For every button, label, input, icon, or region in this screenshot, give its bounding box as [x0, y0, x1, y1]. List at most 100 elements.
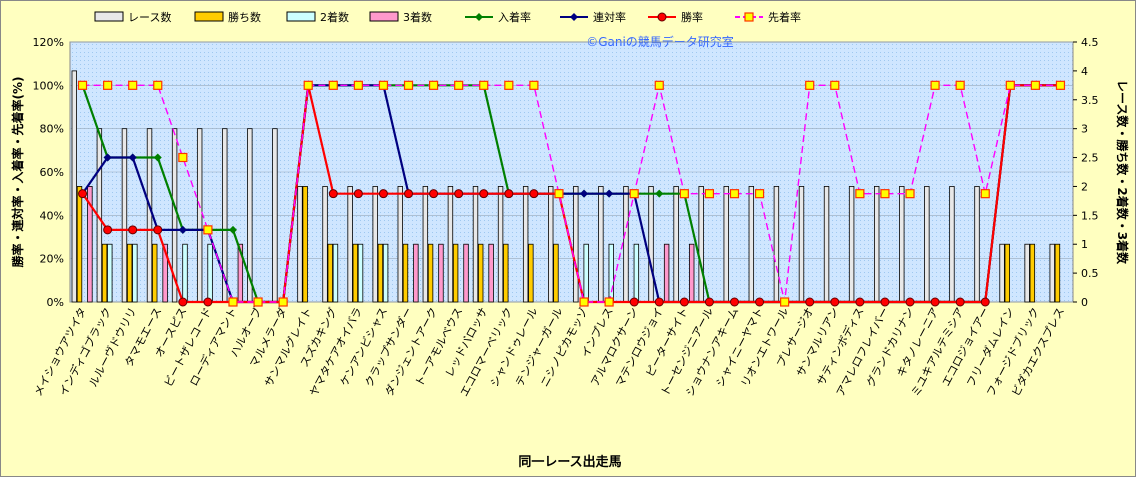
bar	[488, 243, 494, 303]
bar	[126, 243, 133, 303]
bar	[162, 243, 168, 303]
point	[629, 189, 639, 199]
point	[855, 297, 865, 307]
bar	[648, 186, 654, 303]
y2-tick-label: 0.5	[1081, 267, 1099, 280]
bar	[413, 243, 419, 303]
bar	[182, 243, 188, 303]
point	[729, 297, 739, 307]
bar	[427, 243, 434, 303]
y-axis-title: 勝率・連対率・入着率・先着率(%)	[10, 77, 25, 268]
point	[454, 189, 464, 199]
bar	[146, 128, 153, 303]
legend-label: 3着数	[403, 10, 432, 24]
point	[830, 297, 840, 307]
x-axis-title: 同一レース出走馬	[518, 454, 621, 470]
bar	[503, 243, 509, 303]
bar	[132, 243, 138, 303]
bar	[899, 186, 905, 303]
bar	[553, 243, 559, 303]
point	[178, 297, 188, 307]
bar	[748, 186, 755, 303]
point	[529, 80, 539, 90]
y-tick-label: 80%	[40, 123, 64, 136]
point	[428, 80, 439, 90]
bar	[152, 243, 158, 303]
point	[479, 189, 489, 199]
bar	[447, 186, 454, 303]
bar	[438, 243, 444, 303]
point	[103, 153, 112, 162]
bar	[352, 243, 359, 303]
point	[103, 225, 113, 235]
y-tick-label: 40%	[40, 209, 64, 222]
point	[980, 189, 990, 199]
point	[729, 189, 740, 199]
bar	[1004, 243, 1010, 303]
point	[579, 297, 589, 307]
point	[880, 297, 890, 307]
bar	[347, 186, 353, 303]
point	[504, 189, 514, 199]
y-tick-label: 60%	[40, 166, 64, 179]
legend-marker	[657, 12, 667, 22]
point	[754, 189, 765, 199]
point	[303, 80, 313, 90]
point	[278, 297, 288, 307]
point	[504, 80, 514, 90]
legend-marker	[475, 13, 483, 21]
legend-label: 勝ち数	[228, 10, 261, 24]
point	[629, 297, 639, 307]
bar	[848, 186, 855, 303]
bar	[1049, 243, 1055, 303]
bar	[101, 243, 108, 303]
bar	[196, 128, 203, 303]
point	[429, 189, 439, 199]
bar	[327, 243, 333, 303]
point	[830, 80, 840, 90]
bar	[1054, 243, 1061, 303]
point	[328, 80, 338, 90]
point	[328, 189, 338, 199]
legend-label: 2着数	[320, 10, 349, 24]
point	[654, 80, 664, 90]
point	[353, 189, 363, 199]
legend-label: 入着率	[498, 10, 531, 24]
bar	[357, 243, 364, 303]
y2-tick-label: 2	[1081, 180, 1088, 193]
bar	[477, 243, 484, 303]
bar	[272, 128, 278, 303]
point	[378, 189, 388, 199]
point	[980, 297, 990, 307]
bar	[377, 243, 384, 303]
y-tick-label: 120%	[33, 36, 64, 49]
legend-label: 勝率	[681, 10, 703, 24]
point	[679, 189, 689, 199]
point	[178, 152, 188, 163]
point	[479, 80, 489, 90]
point	[128, 225, 138, 235]
point	[404, 189, 414, 199]
point	[704, 297, 714, 307]
bar	[999, 243, 1005, 303]
y-tick-label: 0%	[47, 296, 64, 309]
point	[704, 189, 715, 199]
bar	[528, 243, 534, 303]
point	[403, 80, 414, 90]
bar	[874, 186, 880, 303]
point	[353, 80, 363, 90]
bar	[633, 243, 640, 303]
point	[128, 153, 137, 162]
bar	[322, 186, 328, 303]
point	[153, 153, 162, 162]
bar	[382, 243, 389, 303]
point	[203, 297, 213, 307]
point	[780, 297, 790, 307]
legend-label: レース数	[128, 11, 171, 24]
point	[228, 297, 238, 307]
point	[228, 225, 237, 234]
bar	[548, 186, 554, 303]
y2-tick-label: 1	[1081, 238, 1088, 251]
point	[805, 80, 815, 90]
